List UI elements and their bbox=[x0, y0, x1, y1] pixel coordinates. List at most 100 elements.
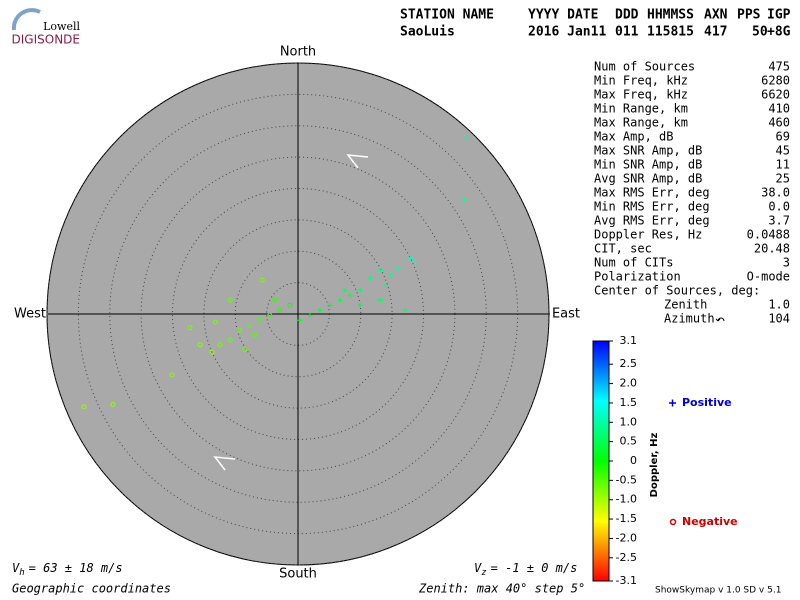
source-point bbox=[357, 302, 363, 308]
colorbar-tick-label: -3.1 bbox=[616, 574, 637, 587]
source-point bbox=[252, 332, 258, 338]
source-point bbox=[212, 319, 218, 325]
coords-text: Geographic coordinates bbox=[12, 582, 171, 596]
colorbar-tick-label: -1.5 bbox=[616, 512, 637, 525]
source-point bbox=[187, 325, 193, 331]
source-point bbox=[242, 347, 248, 353]
colorbar-label: Doppler, Hz bbox=[649, 433, 660, 498]
source-point bbox=[387, 272, 393, 278]
colorbar-tick-label: 1.0 bbox=[620, 415, 638, 428]
source-point bbox=[357, 287, 363, 293]
source-point bbox=[287, 302, 293, 308]
source-point bbox=[217, 342, 223, 348]
source-point bbox=[367, 275, 373, 281]
header-label: AXN bbox=[704, 8, 728, 23]
stat-label: Max RMS Err, deg bbox=[594, 186, 710, 200]
header-value: 50 bbox=[752, 25, 768, 40]
center-title: Center of Sources, deg: bbox=[594, 284, 760, 298]
header-value: SaoLuis bbox=[400, 25, 455, 40]
header-label: HHMMSS bbox=[647, 8, 694, 23]
vh-value: = 63 ± 18 m/s bbox=[29, 561, 123, 575]
stat-value: 6280 bbox=[761, 74, 790, 88]
source-point bbox=[227, 337, 233, 343]
stat-label: Max SNR Amp, dB bbox=[594, 144, 702, 158]
stat-label: Polarization bbox=[594, 270, 681, 284]
legend-marker bbox=[669, 518, 677, 526]
zenith-text: Zenith: max 40° step 5° bbox=[418, 582, 585, 596]
source-point bbox=[382, 282, 388, 288]
colorbar-tick-label: -1.0 bbox=[616, 493, 637, 506]
vh-sub: h bbox=[19, 568, 24, 578]
colorbar-tick-label: 2.5 bbox=[620, 357, 638, 370]
version-text: ShowSkymap v 1.0 SD v 5.1 bbox=[655, 586, 781, 596]
west-label: West bbox=[14, 307, 46, 322]
logo: Lowell DIGISONDE bbox=[11, 8, 80, 47]
center-value: 104 bbox=[768, 312, 790, 326]
header-label: IGP bbox=[767, 8, 791, 23]
stat-label: CIT, sec bbox=[594, 242, 652, 256]
center-label: Zenith bbox=[664, 298, 707, 312]
source-point bbox=[81, 404, 87, 410]
stat-value: 38.0 bbox=[761, 186, 790, 200]
arrow-marker bbox=[213, 456, 236, 471]
source-point bbox=[297, 317, 303, 323]
vz-text: Vz = -1 ± 0 m/s bbox=[474, 561, 577, 578]
stat-value: 25 bbox=[776, 172, 790, 186]
source-point bbox=[337, 297, 343, 303]
source-point bbox=[307, 312, 313, 318]
source-point bbox=[395, 265, 401, 271]
source-point bbox=[347, 292, 353, 298]
stat-value: 11 bbox=[776, 158, 790, 172]
header-value: 011 bbox=[615, 25, 639, 40]
source-point bbox=[247, 322, 253, 328]
logo-swoosh bbox=[11, 8, 41, 31]
legend-marker bbox=[669, 399, 676, 407]
stat-label: Avg RMS Err, deg bbox=[594, 214, 710, 228]
source-point bbox=[412, 259, 418, 265]
source-point bbox=[110, 401, 116, 407]
source-point bbox=[209, 349, 215, 355]
south-label: South bbox=[279, 567, 317, 582]
header-value: 417 bbox=[704, 25, 727, 40]
colorbar-tick-label: 2.0 bbox=[620, 377, 638, 390]
header-label: STATION NAME bbox=[400, 8, 494, 23]
stat-label: Max Freq, kHz bbox=[594, 88, 688, 102]
source-point bbox=[377, 297, 383, 303]
source-point bbox=[407, 255, 413, 261]
header-value: 2016 Jan11 bbox=[528, 25, 606, 40]
azimuth-arrow bbox=[715, 317, 725, 322]
source-point bbox=[342, 287, 348, 293]
vz-value: = -1 ± 0 m/s bbox=[491, 561, 578, 575]
source-point bbox=[259, 277, 265, 283]
stat-label: Max Amp, dB bbox=[594, 130, 673, 144]
vh-text: Vh = 63 ± 18 m/s bbox=[12, 561, 123, 578]
header-value: +8G bbox=[767, 25, 791, 40]
colorbar-tick-label: 3.1 bbox=[620, 334, 638, 347]
source-point bbox=[272, 297, 278, 303]
source-point bbox=[317, 307, 323, 313]
colorbar-tick-label: 1.5 bbox=[620, 396, 638, 409]
stat-value: 3 bbox=[783, 256, 790, 270]
vz-sub: z bbox=[481, 568, 486, 578]
source-point bbox=[327, 302, 333, 308]
vz-symbol: V bbox=[474, 561, 482, 575]
source-point bbox=[463, 135, 469, 141]
logo-line1: Lowell bbox=[43, 20, 80, 33]
stat-label: Num of CITs bbox=[594, 256, 673, 270]
source-point bbox=[377, 267, 383, 273]
colorbar-tick-label: -2.0 bbox=[616, 531, 637, 544]
source-point bbox=[237, 327, 243, 333]
arrow-marker bbox=[346, 154, 369, 169]
logo-line2: DIGISONDE bbox=[12, 33, 80, 47]
stat-label: Min RMS Err, deg bbox=[594, 200, 710, 214]
stat-value: 6620 bbox=[761, 88, 790, 102]
colorbar-tick-label: 0.5 bbox=[620, 435, 638, 448]
colorbar-tick-label: -2.5 bbox=[616, 551, 637, 564]
header-label: PPS bbox=[737, 8, 761, 23]
source-point bbox=[169, 372, 175, 378]
stat-label: Min Range, km bbox=[594, 102, 688, 116]
header-label: DDD bbox=[615, 8, 639, 23]
stat-value: 20.48 bbox=[754, 242, 790, 256]
stat-label: Avg SNR Amp, dB bbox=[594, 172, 702, 186]
stat-value: O-mode bbox=[747, 270, 790, 284]
